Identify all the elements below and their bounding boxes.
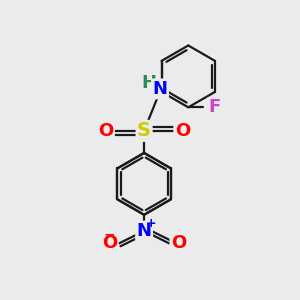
Text: S: S xyxy=(137,122,151,140)
Text: N: N xyxy=(152,80,167,98)
Text: F: F xyxy=(209,98,221,116)
Text: −: − xyxy=(104,227,116,241)
Text: O: O xyxy=(175,122,190,140)
Text: O: O xyxy=(98,122,113,140)
Text: O: O xyxy=(102,234,117,252)
Text: H: H xyxy=(142,74,157,92)
Text: +: + xyxy=(145,217,156,230)
Text: O: O xyxy=(171,234,186,252)
Text: N: N xyxy=(136,222,152,240)
